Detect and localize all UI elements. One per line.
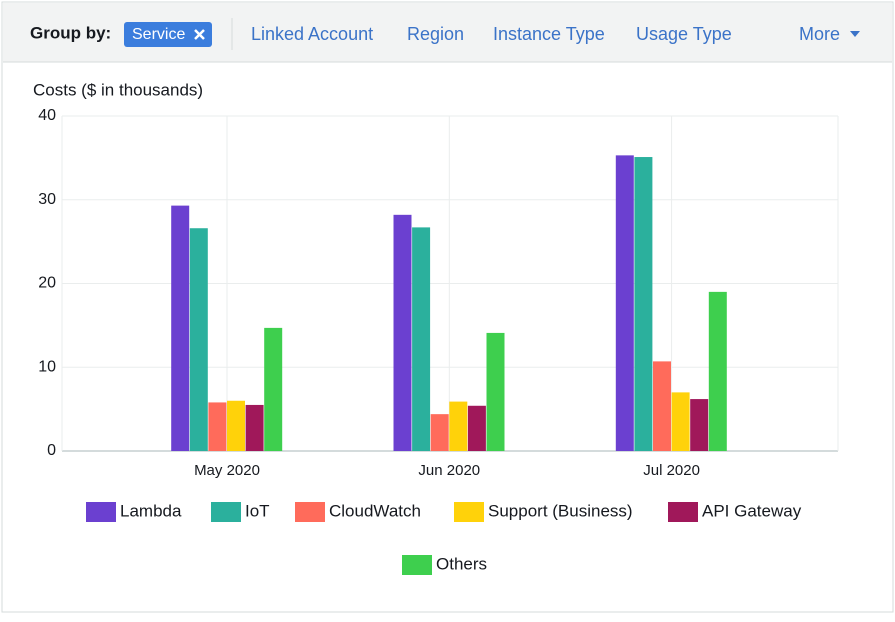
group-option[interactable]: Region: [407, 24, 464, 44]
bar: [467, 405, 486, 451]
bar: [412, 227, 431, 451]
legend-label: IoT: [245, 501, 270, 520]
x-tick-label: Jul 2020: [643, 462, 700, 479]
legend-swatch: [86, 502, 116, 522]
more-caret[interactable]: [850, 31, 860, 37]
y-tick-label: 0: [47, 442, 56, 459]
legend-label: CloudWatch: [329, 501, 421, 520]
more-button[interactable]: More: [799, 24, 840, 44]
bar: [393, 214, 412, 451]
bar: [264, 327, 283, 451]
legend-label: Support (Business): [488, 501, 633, 520]
bar: [208, 402, 227, 451]
y-tick-label: 10: [38, 358, 56, 375]
y-tick-label: 20: [38, 275, 56, 292]
bar: [227, 400, 245, 451]
legend-swatch: [454, 502, 484, 522]
x-tick-label: Jun 2020: [418, 462, 480, 479]
y-tick-label: 40: [38, 107, 56, 124]
bar: [653, 361, 671, 451]
bar: [690, 399, 709, 451]
bar: [171, 205, 190, 451]
bar: [430, 414, 449, 451]
bar: [189, 228, 208, 451]
bar: [615, 155, 634, 452]
bar: [671, 392, 690, 451]
group-option[interactable]: Instance Type: [493, 24, 605, 44]
bar: [634, 157, 653, 451]
legend-swatch: [668, 502, 698, 522]
pill-bg: [124, 22, 212, 47]
bar: [449, 401, 468, 451]
legend-swatch: [211, 502, 241, 522]
legend-swatch: [295, 502, 325, 522]
pill-remove-icon[interactable]: [194, 29, 205, 40]
bar: [245, 404, 264, 451]
legend-label: API Gateway: [702, 501, 802, 520]
legend-label: Others: [436, 554, 487, 573]
pill-text: Service: [132, 26, 185, 43]
legend-label: Lambda: [120, 501, 182, 520]
y-tick-label: 30: [38, 191, 56, 208]
group-by-label: Group by:: [30, 23, 111, 42]
bar: [708, 291, 727, 451]
selected-pill[interactable]: Service: [124, 22, 212, 47]
bar: [486, 332, 505, 451]
legend-swatch: [402, 555, 432, 575]
group-option[interactable]: Usage Type: [636, 24, 732, 44]
y-axis-title: Costs ($ in thousands): [33, 80, 203, 99]
x-tick-label: May 2020: [194, 462, 260, 479]
group-option[interactable]: Linked Account: [251, 24, 373, 44]
